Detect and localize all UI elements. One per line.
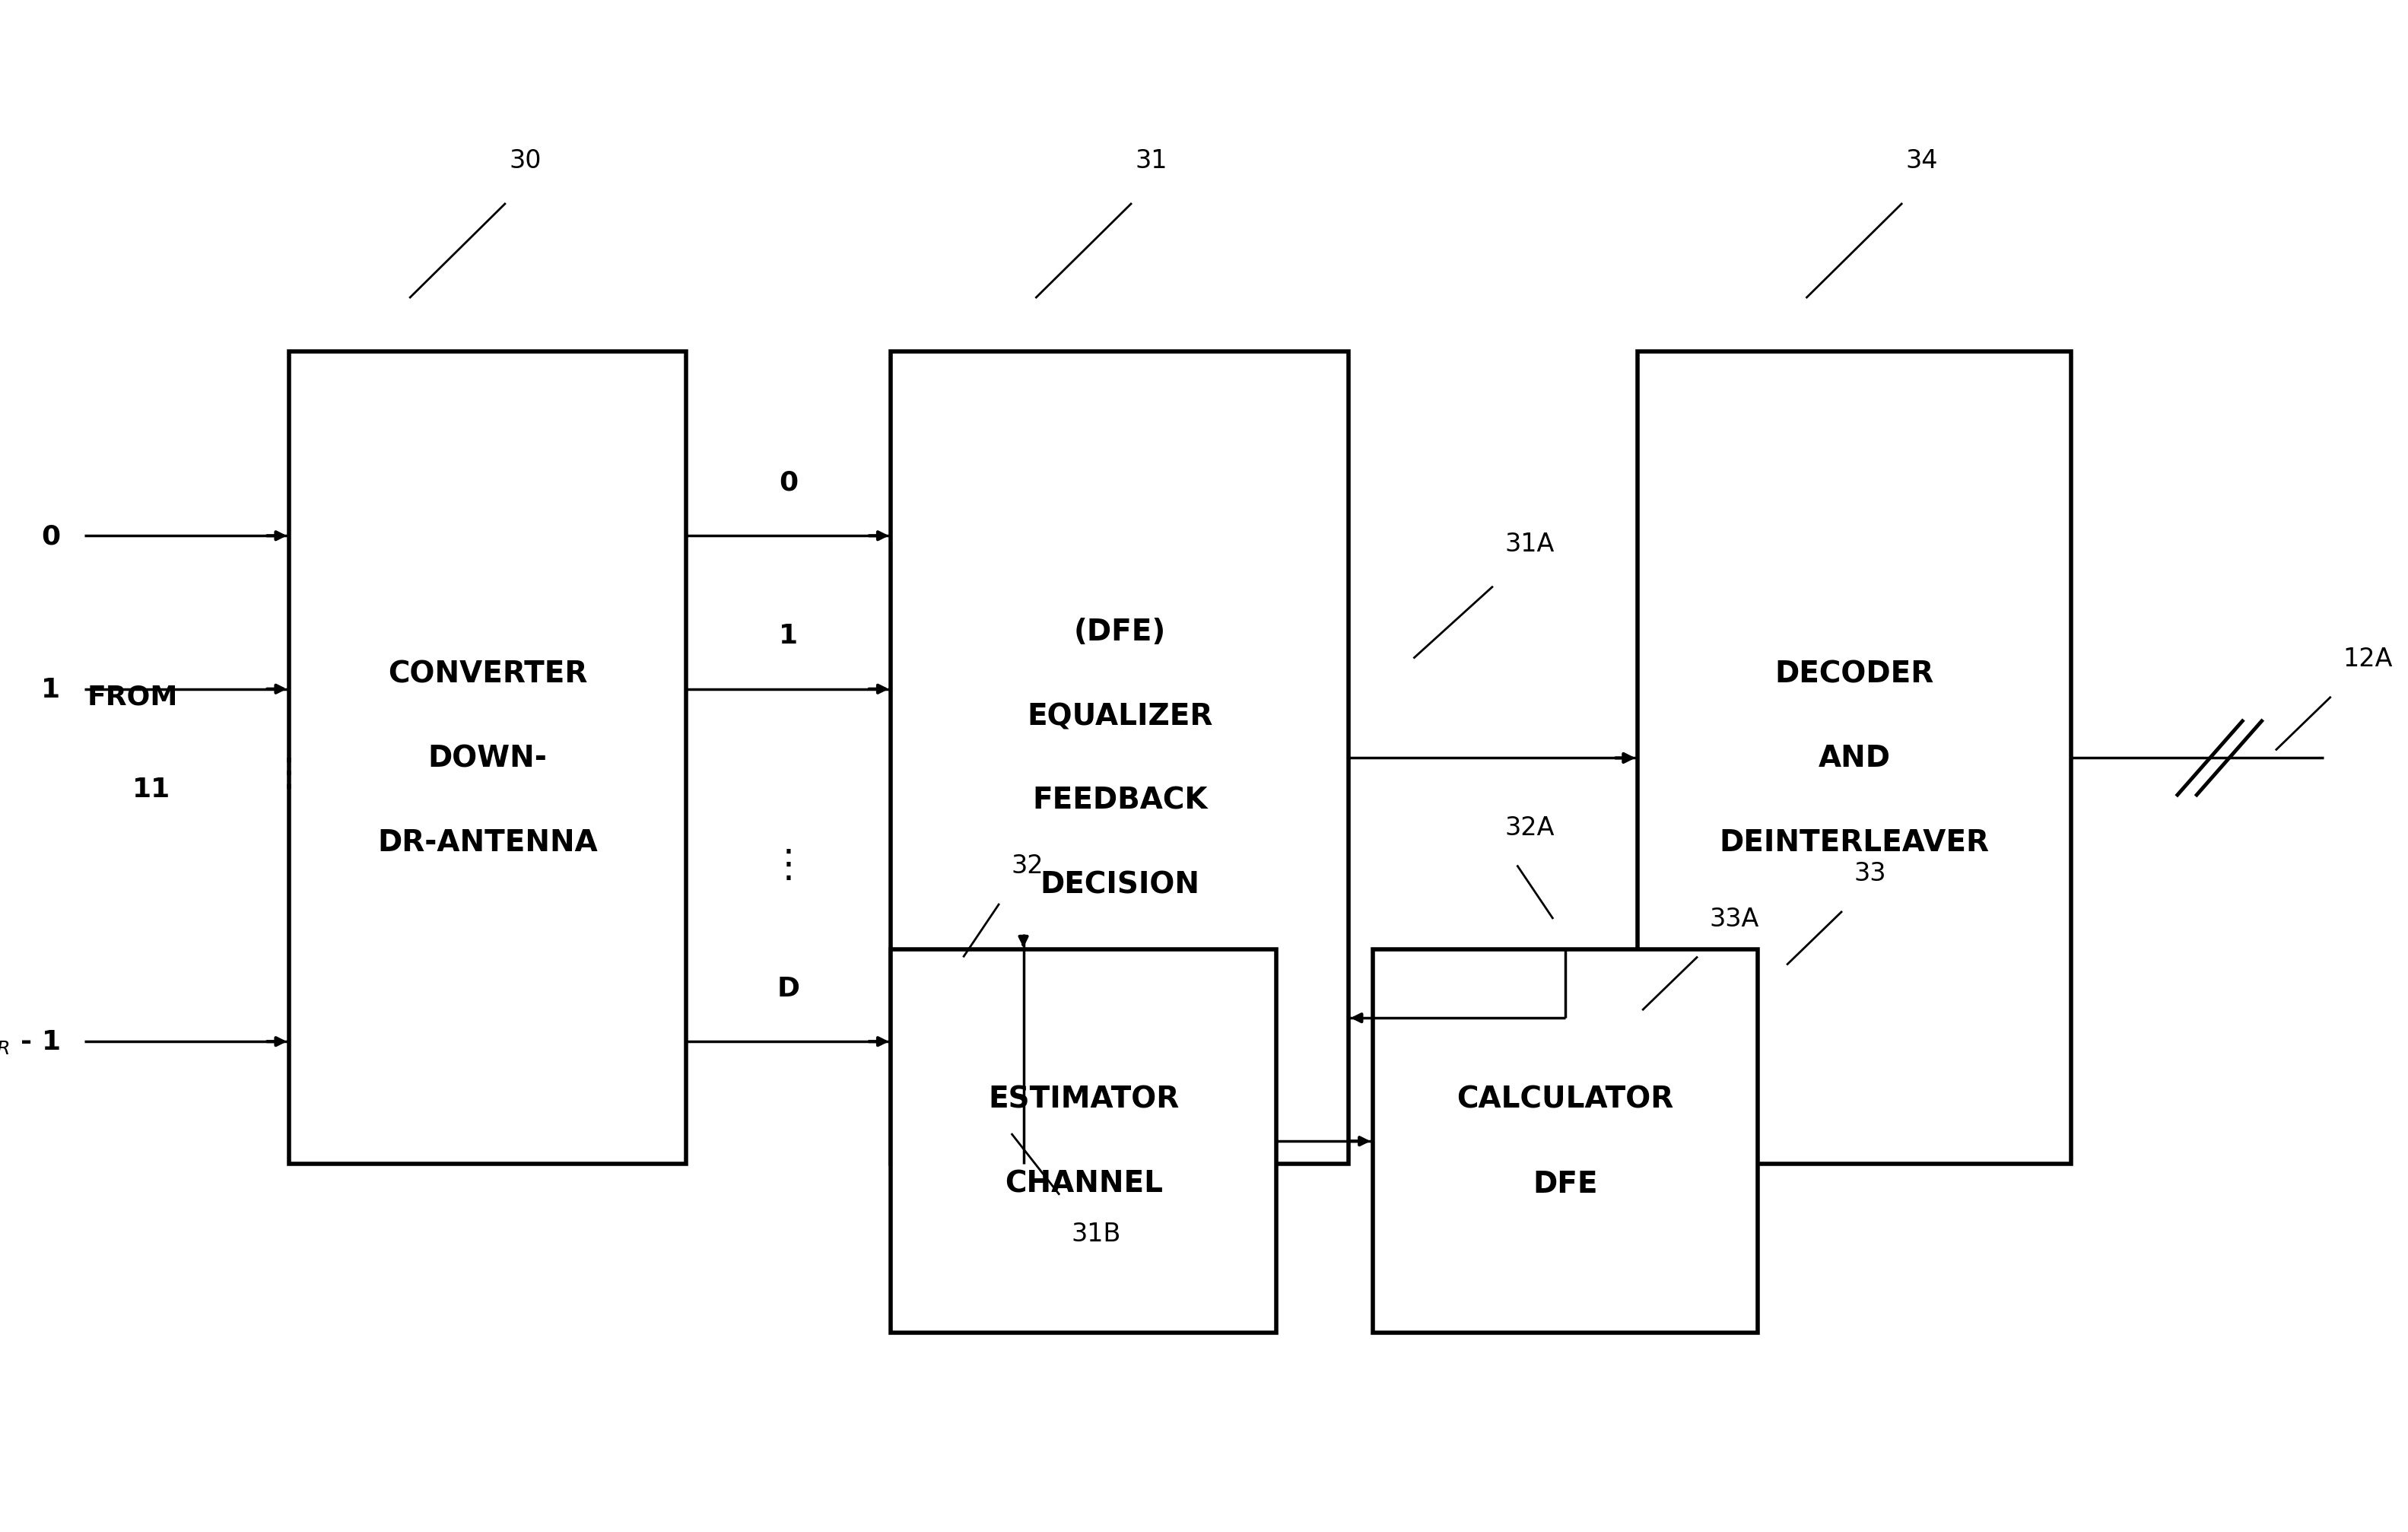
Text: 1: 1 <box>41 677 60 702</box>
Text: DECODER: DECODER <box>1775 660 1934 688</box>
Bar <box>1373 950 1758 1333</box>
Text: DECISION: DECISION <box>1040 870 1199 899</box>
Text: EQUALIZER: EQUALIZER <box>1026 702 1214 731</box>
Text: 32: 32 <box>1011 853 1043 878</box>
Text: 31A: 31A <box>1505 532 1556 556</box>
Text: DOWN-: DOWN- <box>429 745 547 772</box>
Text: CALCULATOR: CALCULATOR <box>1457 1085 1674 1114</box>
Text: 31: 31 <box>1134 149 1168 173</box>
Text: DEINTERLEAVER: DEINTERLEAVER <box>1719 829 1989 856</box>
Text: 31B: 31B <box>1072 1221 1122 1246</box>
Text: 0: 0 <box>41 524 60 548</box>
Text: ⋮: ⋮ <box>771 847 807 884</box>
Text: CHANNEL: CHANNEL <box>1004 1169 1163 1198</box>
Text: ⋮: ⋮ <box>270 755 308 792</box>
Text: FEEDBACK: FEEDBACK <box>1033 786 1206 815</box>
Bar <box>891 352 1348 1164</box>
Text: 34: 34 <box>1905 149 1938 173</box>
Text: CONVERTER: CONVERTER <box>388 660 588 688</box>
Text: DFE: DFE <box>1531 1169 1599 1198</box>
Text: AND: AND <box>1818 745 1890 772</box>
Text: 30: 30 <box>508 149 542 173</box>
Text: $D_R$ - 1: $D_R$ - 1 <box>0 1028 60 1056</box>
Text: D: D <box>778 976 799 1000</box>
Text: (DFE): (DFE) <box>1074 617 1165 647</box>
Bar <box>891 950 1276 1333</box>
Text: 1: 1 <box>780 624 797 648</box>
Text: 32A: 32A <box>1505 815 1556 840</box>
Text: 11: 11 <box>132 777 171 801</box>
Text: FROM: FROM <box>87 685 178 709</box>
Bar <box>289 352 686 1164</box>
Text: ESTIMATOR: ESTIMATOR <box>987 1085 1180 1114</box>
Text: 12A: 12A <box>2343 647 2394 671</box>
Text: 33A: 33A <box>1710 905 1760 931</box>
Text: DR-ANTENNA: DR-ANTENNA <box>378 829 597 856</box>
Text: 33: 33 <box>1854 861 1885 885</box>
Text: 0: 0 <box>780 470 797 495</box>
Bar <box>1637 352 2071 1164</box>
